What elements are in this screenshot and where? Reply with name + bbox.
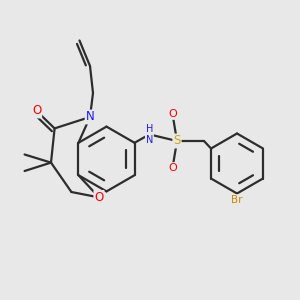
Text: N: N — [85, 110, 94, 124]
Text: S: S — [173, 134, 181, 148]
Text: O: O — [94, 191, 103, 204]
Text: H
N: H N — [146, 124, 153, 145]
Text: O: O — [168, 163, 177, 173]
Text: Br: Br — [231, 195, 243, 205]
Text: O: O — [32, 104, 41, 118]
Text: O: O — [168, 109, 177, 119]
